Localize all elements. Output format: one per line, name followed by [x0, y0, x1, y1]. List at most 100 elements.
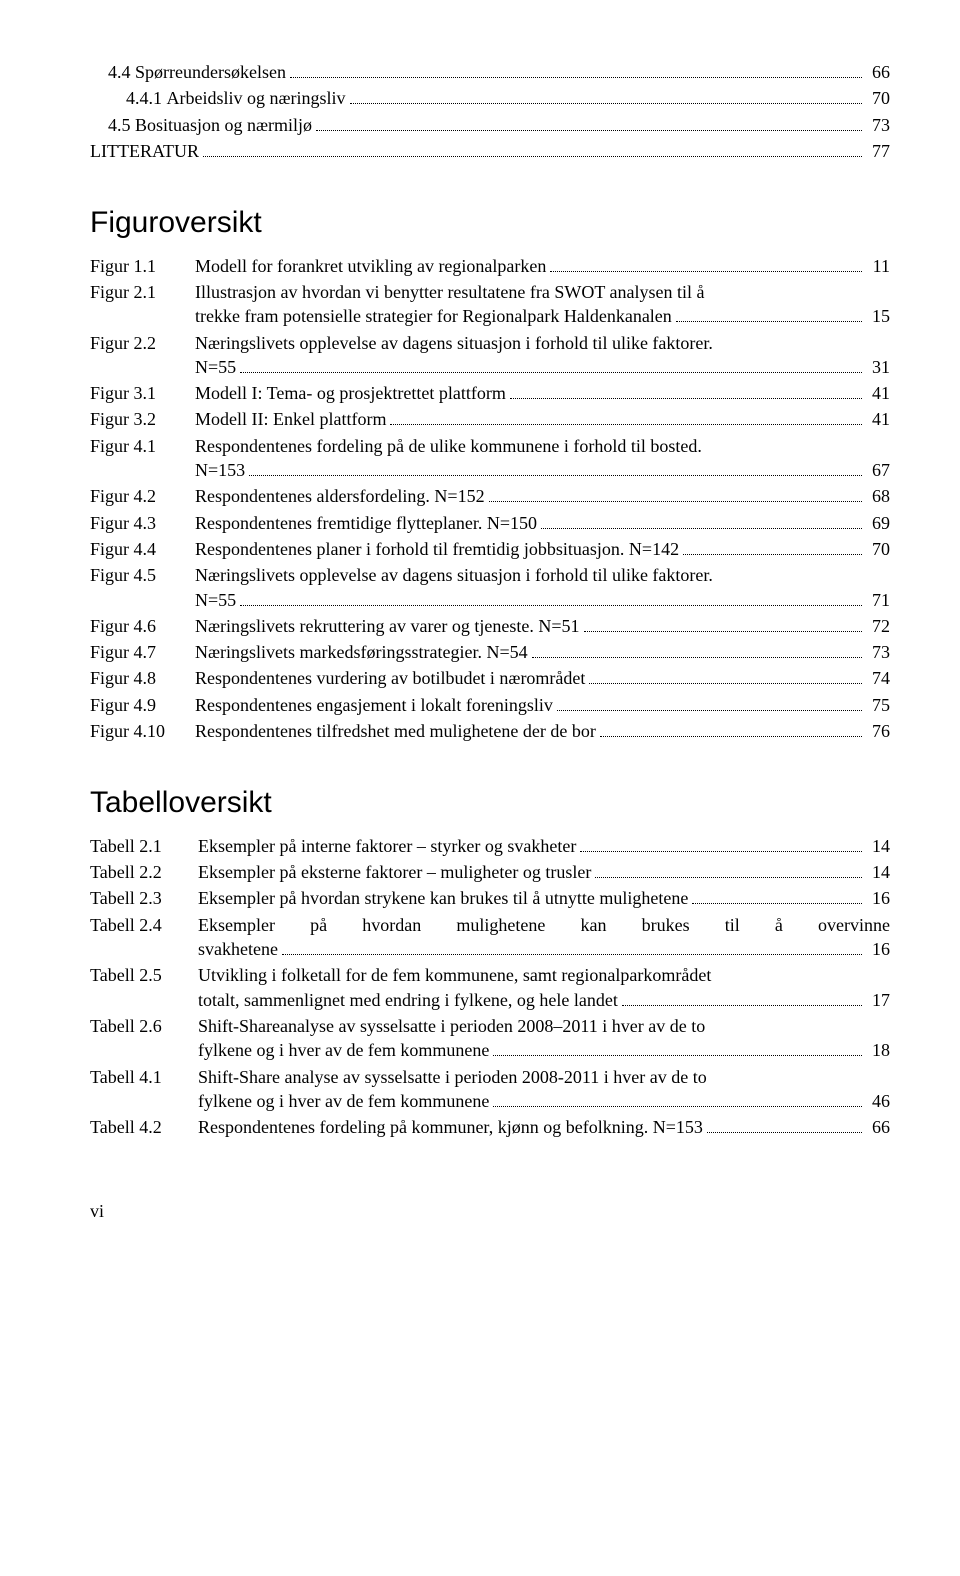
entry-label: Tabell 2.3 [90, 886, 198, 910]
entry-label: Tabell 4.1 [90, 1065, 198, 1089]
toc-entry: 4.5 Bosituasjon og nærmiljø73 [90, 113, 890, 137]
entry-page: 46 [866, 1089, 890, 1113]
toc-page: 73 [866, 113, 890, 137]
figuroversikt-heading: Figuroversikt [90, 203, 890, 244]
toc-title: Spørreundersøkelsen [135, 60, 286, 84]
toc-number: 4.4.1 [90, 86, 167, 110]
entry-page: 16 [866, 886, 890, 910]
entry-page: 71 [866, 588, 890, 612]
entry-page: 16 [866, 937, 890, 961]
entry-label: Tabell 2.1 [90, 834, 198, 858]
list-entry: Tabell 4.2Respondentenes fordeling på ko… [90, 1115, 890, 1139]
entry-text: Eksempler på hvordan strykene kan brukes… [198, 886, 688, 910]
entry-text-line1: Illustrasjon av hvordan vi benytter resu… [195, 280, 705, 304]
entry-page: 17 [866, 988, 890, 1012]
list-entry: Tabell 2.3Eksempler på hvordan strykene … [90, 886, 890, 910]
entry-label: Figur 4.2 [90, 484, 195, 508]
entry-label: Figur 2.2 [90, 331, 195, 355]
list-entry: Figur 4.4Respondentenes planer i forhold… [90, 537, 890, 561]
entry-page: 68 [866, 484, 890, 508]
toc-page: 66 [866, 60, 890, 84]
entry-label: Figur 3.2 [90, 407, 195, 431]
list-entry: Figur 3.1Modell I: Tema- og prosjektrett… [90, 381, 890, 405]
entry-label: Tabell 2.4 [90, 913, 198, 937]
list-entry: Figur 4.10Respondentenes tilfredshet med… [90, 719, 890, 743]
entry-page: 73 [866, 640, 890, 664]
entry-text: Respondentenes vurdering av botilbudet i… [195, 666, 585, 690]
entry-page: 14 [866, 860, 890, 884]
entry-text: Respondentenes engasjement i lokalt fore… [195, 693, 553, 717]
toc-leader [240, 372, 862, 373]
toc-leader [589, 683, 862, 684]
list-entry: Figur 2.1Illustrasjon av hvordan vi beny… [90, 280, 890, 329]
entry-label: Figur 4.1 [90, 434, 195, 458]
toc-leader [489, 501, 862, 502]
toc-leader [282, 954, 862, 955]
entry-label: Figur 4.8 [90, 666, 195, 690]
toc-title: Arbeidsliv og næringsliv [167, 86, 346, 110]
toc-leader [493, 1106, 862, 1107]
entry-label: Tabell 2.5 [90, 963, 198, 987]
entry-label: Figur 4.7 [90, 640, 195, 664]
entry-text-line1: Næringslivets opplevelse av dagens situa… [195, 563, 713, 587]
page-number: vi [90, 1199, 890, 1223]
entry-text: Respondentenes tilfredshet med mulighete… [195, 719, 596, 743]
toc-page: 77 [866, 139, 890, 163]
entry-page: 74 [866, 666, 890, 690]
toc-leader [532, 657, 862, 658]
toc-entry: 4.4 Spørreundersøkelsen 66 [90, 60, 890, 84]
entry-label: Figur 2.1 [90, 280, 195, 304]
entry-page: 18 [866, 1038, 890, 1062]
toc-leader [683, 554, 862, 555]
list-entry: Figur 4.1Respondentenes fordeling på de … [90, 434, 890, 483]
list-entry: Figur 4.5Næringslivets opplevelse av dag… [90, 563, 890, 612]
entry-text-line2: N=55 [195, 355, 236, 379]
toc-leader [692, 903, 862, 904]
entry-label: Tabell 4.2 [90, 1115, 198, 1139]
entry-text: Modell for forankret utvikling av region… [195, 254, 546, 278]
toc-entry: LITTERATUR77 [90, 139, 890, 163]
list-entry: Figur 4.8Respondentenes vurdering av bot… [90, 666, 890, 690]
entry-text-line1: Respondentenes fordeling på de ulike kom… [195, 434, 702, 458]
toc-leader [541, 528, 862, 529]
entry-text-line1: Næringslivets opplevelse av dagens situa… [195, 331, 713, 355]
list-entry: Tabell 4.1Shift-Share analyse av syssels… [90, 1065, 890, 1114]
entry-label: Tabell 2.6 [90, 1014, 198, 1038]
toc-leader [350, 103, 863, 104]
entry-label: Figur 4.9 [90, 693, 195, 717]
entry-page: 41 [866, 381, 890, 405]
list-entry: Figur 4.7Næringslivets markedsføringsstr… [90, 640, 890, 664]
entry-label: Figur 1.1 [90, 254, 195, 278]
toc-leader [600, 736, 862, 737]
entry-text-line1: Shift-Shareanalyse av sysselsatte i peri… [198, 1014, 705, 1038]
entry-text: Modell I: Tema- og prosjektrettet plattf… [195, 381, 506, 405]
entry-label: Figur 4.3 [90, 511, 195, 535]
toc-page: 70 [866, 86, 890, 110]
entry-page: 41 [866, 407, 890, 431]
entry-text: Respondentenes fremtidige flytteplaner. … [195, 511, 537, 535]
entry-page: 31 [866, 355, 890, 379]
toc-leader [290, 77, 862, 78]
list-entry: Figur 1.1Modell for forankret utvikling … [90, 254, 890, 278]
entry-page: 15 [866, 304, 890, 328]
entry-text: Næringslivets markedsføringsstrategier. … [195, 640, 528, 664]
tables-section: Tabell 2.1Eksempler på interne faktorer … [90, 834, 890, 1140]
entry-text: Modell II: Enkel plattform [195, 407, 386, 431]
list-entry: Figur 4.3Respondentenes fremtidige flytt… [90, 511, 890, 535]
entry-text-line2: svakhetene [198, 937, 278, 961]
toc-number: 4.4 [90, 60, 135, 84]
entry-page: 14 [866, 834, 890, 858]
entry-page: 72 [866, 614, 890, 638]
entry-text-line2: fylkene og i hver av de fem kommunene [198, 1089, 489, 1113]
entry-label: Figur 4.10 [90, 719, 195, 743]
entry-text: Respondentenes planer i forhold til frem… [195, 537, 679, 561]
toc-leader [580, 851, 862, 852]
entry-page: 76 [866, 719, 890, 743]
entry-text-line1: Utvikling i folketall for de fem kommune… [198, 963, 711, 987]
list-entry: Figur 4.6Næringslivets rekruttering av v… [90, 614, 890, 638]
list-entry: Tabell 2.1Eksempler på interne faktorer … [90, 834, 890, 858]
entry-label: Tabell 2.2 [90, 860, 198, 884]
entry-label: Figur 4.4 [90, 537, 195, 561]
figures-section: Figur 1.1Modell for forankret utvikling … [90, 254, 890, 744]
tabelloversikt-heading: Tabelloversikt [90, 783, 890, 824]
